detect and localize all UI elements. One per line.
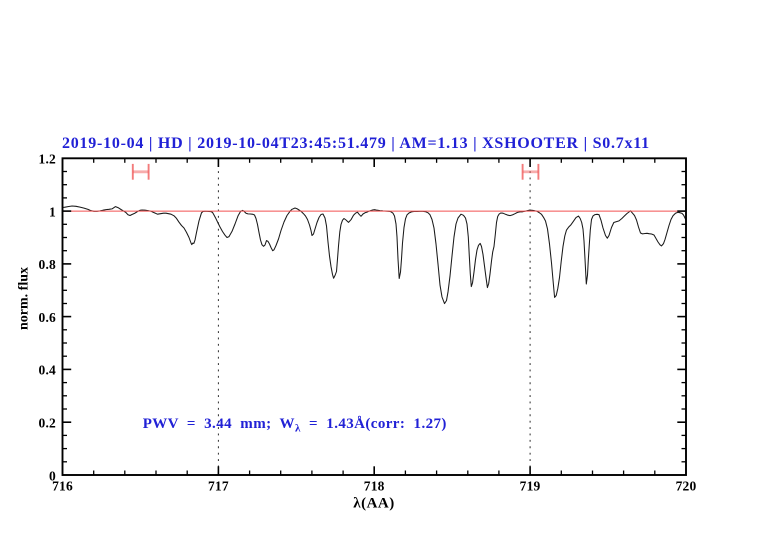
svg-text:0.6: 0.6 xyxy=(39,310,57,325)
svg-text:718: 718 xyxy=(364,479,385,494)
svg-text:1: 1 xyxy=(49,204,56,219)
svg-text:PWV = 3.44 mm; Wλ = 1.43: PWV = 3.44 mm; Wλ = 1.43Å(corr: 1.27) xyxy=(143,416,447,435)
svg-text:1.2: 1.2 xyxy=(39,152,57,167)
svg-text:0: 0 xyxy=(49,468,56,483)
svg-text:0.2: 0.2 xyxy=(39,416,57,431)
svg-text:λ(AA): λ(AA) xyxy=(353,496,395,512)
svg-text:716: 716 xyxy=(52,479,73,494)
svg-text:0.4: 0.4 xyxy=(39,363,57,378)
svg-text:720: 720 xyxy=(676,479,697,494)
svg-text:0.8: 0.8 xyxy=(39,257,57,272)
svg-text:norm. flux: norm. flux xyxy=(16,267,31,330)
svg-text:719: 719 xyxy=(520,479,541,494)
svg-text:717: 717 xyxy=(208,479,229,494)
svg-text:2019-10-04 | HD | 2019-10-04T2: 2019-10-04 | HD | 2019-10-04T23:45:51.47… xyxy=(62,135,650,152)
